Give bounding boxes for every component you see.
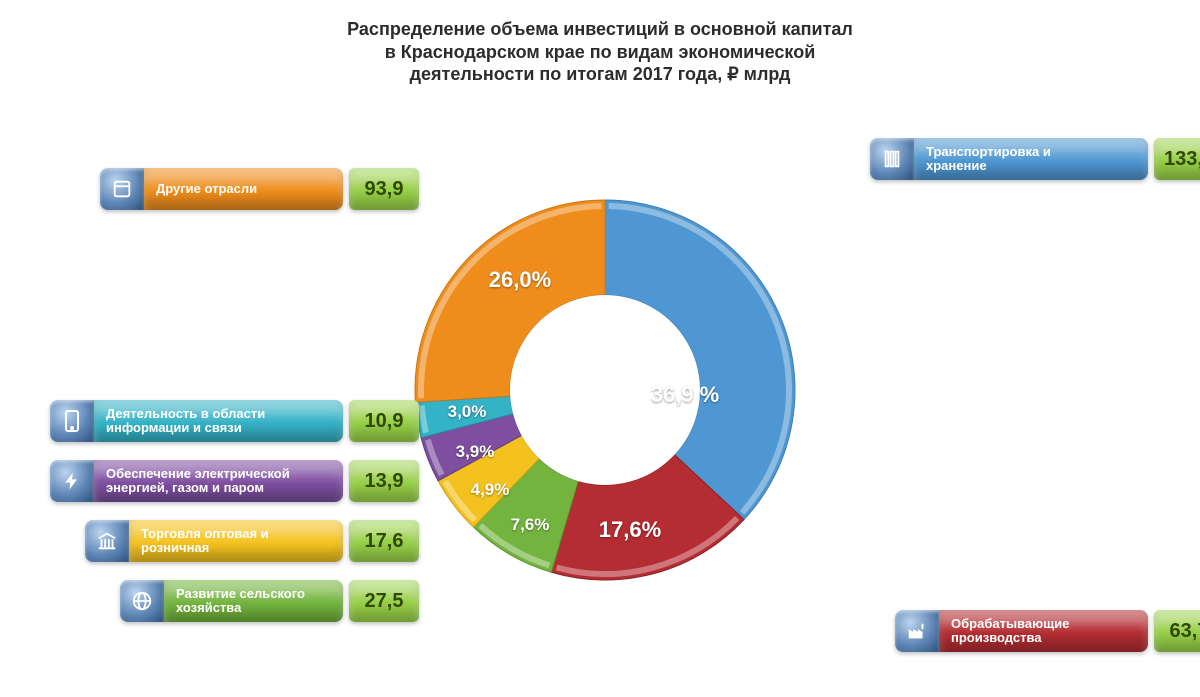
legend-label-trade: Торговля оптовая ирозничная	[129, 520, 343, 562]
legend-value-manufacturing: 63,7	[1154, 610, 1200, 652]
legend-label-manufacturing: Обрабатывающиепроизводства	[939, 610, 1148, 652]
legend-label-other: Другие отрасли	[144, 168, 343, 210]
pct-label-transport: 36,9 %	[651, 382, 720, 408]
chart-title: Распределение объема инвестиций в основн…	[0, 18, 1200, 86]
factory-icon	[895, 610, 939, 652]
bars-icon	[870, 138, 914, 180]
title-line3: деятельности по итогам 2017 года, ₽ млрд	[0, 63, 1200, 86]
pct-label-agriculture: 7,6%	[511, 515, 550, 535]
legend-value-energy: 13,9	[349, 460, 419, 502]
bolt-icon	[50, 460, 94, 502]
globe-icon	[120, 580, 164, 622]
legend-label-energy: Обеспечение электрическойэнергией, газом…	[94, 460, 343, 502]
pct-label-other: 26,0%	[489, 267, 551, 293]
legend-value-transport: 133,3	[1154, 138, 1200, 180]
legend-value-trade: 17,6	[349, 520, 419, 562]
title-line1: Распределение объема инвестиций в основн…	[0, 18, 1200, 41]
legend-label-agriculture: Развитие сельскогохозяйства	[164, 580, 343, 622]
legend-label-ict: Деятельность в областиинформации и связи	[94, 400, 343, 442]
legend-agriculture: Развитие сельскогохозяйства27,5	[120, 580, 419, 622]
legend-value-ict: 10,9	[349, 400, 419, 442]
phone-icon	[50, 400, 94, 442]
pct-label-ict: 3,0%	[448, 402, 487, 422]
legend-value-other: 93,9	[349, 168, 419, 210]
title-line2: в Краснодарском крае по видам экономичес…	[0, 41, 1200, 64]
legend-transport: Транспортировка ихранение133,3	[870, 138, 1200, 180]
panel-icon	[100, 168, 144, 210]
legend-manufacturing: Обрабатывающиепроизводства63,7	[895, 610, 1200, 652]
legend-other: Другие отрасли93,9	[100, 168, 419, 210]
columns-icon	[85, 520, 129, 562]
legend-energy: Обеспечение электрическойэнергией, газом…	[50, 460, 419, 502]
pct-label-manufacturing: 17,6%	[599, 517, 661, 543]
pct-label-energy: 3,9%	[456, 442, 495, 462]
legend-ict: Деятельность в областиинформации и связи…	[50, 400, 419, 442]
legend-label-transport: Транспортировка ихранение	[914, 138, 1148, 180]
legend-value-agriculture: 27,5	[349, 580, 419, 622]
pct-label-trade: 4,9%	[471, 480, 510, 500]
legend-trade: Торговля оптовая ирозничная17,6	[85, 520, 419, 562]
